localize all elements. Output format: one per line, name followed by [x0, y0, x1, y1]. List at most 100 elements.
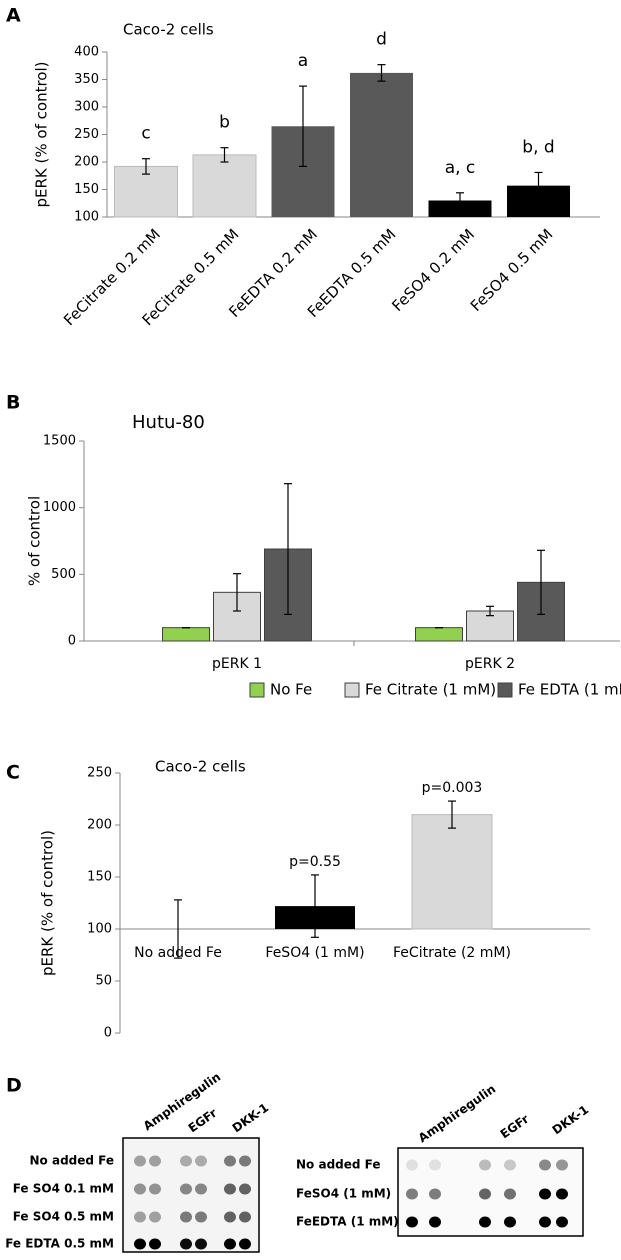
- y-tick-label: 150: [87, 870, 112, 885]
- x-tick-label: FeSO4 0.5 mM: [467, 225, 557, 315]
- y-tick-label: 100: [74, 210, 99, 225]
- y-axis-label: % of control: [26, 496, 44, 586]
- blot-spot: [239, 1183, 251, 1195]
- blot-spot: [180, 1183, 192, 1195]
- row-label: Fe EDTA 0.5 mM: [5, 1237, 114, 1251]
- y-tick-label: 200: [87, 818, 112, 833]
- column-label: DKK-1: [230, 1100, 272, 1135]
- blot-spot: [195, 1183, 207, 1195]
- blot-spot: [239, 1211, 251, 1223]
- bar: [162, 627, 210, 642]
- annotation: p=0.55: [289, 854, 341, 870]
- row-label: FeEDTA (1 mM): [296, 1215, 399, 1229]
- blot-spot: [134, 1155, 146, 1167]
- blot-spot: [429, 1188, 441, 1200]
- x-tick-label: pERK 1: [212, 656, 262, 672]
- column-label: Amphiregulin: [141, 1070, 224, 1134]
- y-tick-label: 1500: [43, 434, 76, 449]
- bar: [192, 154, 257, 218]
- blot-spot: [224, 1155, 236, 1167]
- blot-spot: [429, 1216, 441, 1228]
- panel-label: B: [6, 392, 20, 414]
- y-tick-label: 350: [74, 72, 99, 87]
- legend-label: No Fe: [270, 681, 312, 699]
- legend-swatch: [249, 682, 265, 698]
- y-tick-label: 250: [87, 766, 112, 781]
- blot-spot: [239, 1155, 251, 1167]
- y-tick-label: 0: [104, 1026, 112, 1041]
- blot-spot: [149, 1238, 161, 1250]
- legend-swatch: [497, 682, 513, 698]
- legend-swatch: [344, 682, 360, 698]
- column-label: EGFr: [186, 1106, 220, 1136]
- x-tick-label: pERK 2: [465, 656, 515, 672]
- blot-spot: [224, 1183, 236, 1195]
- blot-spot: [180, 1211, 192, 1223]
- blot-spot: [539, 1159, 551, 1171]
- blot-spot: [134, 1183, 146, 1195]
- blot-spot: [224, 1211, 236, 1223]
- blot-frame: [122, 1137, 260, 1253]
- bar: [415, 627, 463, 642]
- y-tick-label: 200: [74, 155, 99, 170]
- row-label: Fe SO4 0.1 mM: [13, 1182, 114, 1196]
- blot-spot: [149, 1155, 161, 1167]
- annotation: b: [219, 113, 230, 133]
- y-axis-label: pERK (% of control): [39, 830, 57, 976]
- y-tick-label: 1000: [43, 500, 76, 515]
- blot-spot: [479, 1216, 491, 1228]
- y-axis-label: pERK (% of control): [33, 62, 51, 208]
- y-tick-label: 100: [87, 922, 112, 937]
- blot-spot: [195, 1155, 207, 1167]
- blot-spot: [406, 1216, 418, 1228]
- blot-spot: [406, 1188, 418, 1200]
- blot-spot: [406, 1159, 418, 1171]
- annotation: d: [376, 30, 387, 50]
- blot-spot: [149, 1211, 161, 1223]
- legend-label: Fe Citrate (1 mM): [365, 681, 496, 699]
- panel-label: A: [6, 5, 21, 27]
- blot-spot: [134, 1238, 146, 1250]
- row-label: FeSO4 (1 mM): [296, 1187, 391, 1201]
- blot-spot: [539, 1216, 551, 1228]
- annotation: p=0.003: [422, 780, 483, 796]
- blot-spot: [239, 1238, 251, 1250]
- bar: [350, 72, 413, 218]
- y-tick-label: 300: [74, 100, 99, 115]
- y-tick-label: 50: [95, 974, 112, 989]
- row-label: Fe SO4 0.5 mM: [13, 1210, 114, 1224]
- chart-title: Caco-2 cells: [155, 758, 246, 776]
- x-tick-label: FeSO4 (1 mM): [265, 945, 364, 961]
- blot-spot: [195, 1211, 207, 1223]
- blot-spot: [429, 1159, 441, 1171]
- blot-spot: [556, 1159, 568, 1171]
- blot-spot: [180, 1155, 192, 1167]
- annotation: b, d: [522, 137, 554, 157]
- blot-spot: [479, 1188, 491, 1200]
- column-label: DKK-1: [550, 1102, 592, 1137]
- blot-spot: [149, 1183, 161, 1195]
- x-tick-label: FeCitrate (2 mM): [393, 945, 511, 961]
- annotation: a: [298, 51, 308, 71]
- blot-spot: [479, 1159, 491, 1171]
- y-tick-label: 250: [74, 127, 99, 142]
- y-tick-label: 0: [68, 634, 76, 649]
- row-label: No added Fe: [30, 1154, 115, 1168]
- blot-spot: [180, 1238, 192, 1250]
- blot-spot: [556, 1216, 568, 1228]
- panel-label: C: [6, 762, 20, 784]
- bar: [114, 165, 178, 218]
- blot-spot: [134, 1211, 146, 1223]
- column-label: EGFr: [498, 1112, 532, 1142]
- chart-title: Hutu-80: [132, 412, 205, 433]
- y-tick-label: 400: [74, 45, 99, 60]
- blot-spot: [504, 1216, 516, 1228]
- bar: [411, 814, 493, 930]
- chart-title: Caco-2 cells: [123, 21, 214, 39]
- blot-spot: [539, 1188, 551, 1200]
- row-label: No added Fe: [296, 1158, 381, 1172]
- annotation: c: [141, 124, 150, 144]
- legend-label: Fe EDTA (1 mM): [518, 681, 621, 699]
- y-tick-label: 150: [74, 182, 99, 197]
